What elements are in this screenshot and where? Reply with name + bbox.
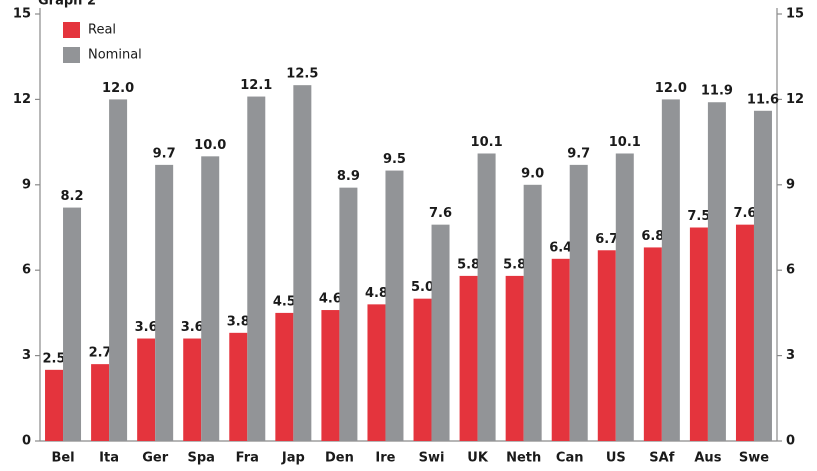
value-label: 9.7 [567,146,590,161]
bar [247,96,266,441]
x-tick-label: US [606,451,626,466]
x-tick-label: Ita [99,451,119,466]
bar [661,99,680,442]
value-label: 5.8 [503,257,526,272]
value-label: 9.7 [153,146,176,161]
value-label: 10.0 [194,138,226,153]
value-label: 7.6 [429,206,452,221]
value-label: 6.4 [549,240,572,255]
value-label: 11.9 [701,84,733,99]
bar [155,164,174,441]
x-tick-label: Jap [281,451,305,466]
chart-title: Graph 2 [38,0,96,9]
bar [137,338,156,441]
bar [523,184,542,442]
x-tick-label: Bel [51,451,74,466]
bar [229,332,248,441]
bar [643,247,662,441]
value-label: 4.6 [319,292,342,307]
bar [45,369,64,441]
value-label: 7.5 [687,209,710,224]
x-tick-label: Swi [419,451,445,466]
bar [91,364,110,441]
x-tick-label: Spa [187,451,214,466]
x-tick-label: Ger [142,451,168,466]
y2-tick-label: 12 [786,92,804,107]
value-label: 12.0 [655,81,687,96]
value-label: 7.6 [733,206,756,221]
value-label: 10.1 [471,135,503,150]
x-tick-label: UK [467,451,489,466]
value-label: 12.0 [102,81,134,96]
bar [367,304,386,441]
legend-swatch [63,22,80,38]
bar [735,224,754,441]
bar [615,153,634,441]
value-label: 2.5 [43,351,66,366]
y2-tick-label: 9 [786,177,795,192]
bar [551,258,570,441]
bar [459,275,478,441]
y-tick-label: 6 [22,263,31,278]
bar [431,224,450,441]
value-label: 3.6 [181,320,204,335]
bar [385,170,404,442]
y-tick-label: 9 [22,177,31,192]
x-tick-label: Swe [739,451,769,466]
value-label: 2.7 [89,346,112,361]
x-tick-label: SAf [649,451,674,466]
y2-tick-label: 15 [786,7,804,22]
y2-tick-label: 3 [786,348,795,363]
value-label: 3.8 [227,314,250,329]
value-label: 5.8 [457,257,480,272]
value-label: 4.8 [365,286,388,301]
y-tick-label: 3 [22,348,31,363]
legend-swatch [63,47,80,63]
bar [293,85,312,442]
x-tick-label: Neth [506,451,541,466]
value-label: 9.5 [383,152,406,167]
value-label: 10.1 [609,135,641,150]
bar [109,99,128,442]
value-label: 11.6 [747,92,779,107]
bar [321,310,340,441]
bar [505,275,524,441]
bar [183,338,202,441]
bar [339,187,358,441]
value-label: 8.2 [61,189,84,204]
x-tick-label: Den [325,451,354,466]
value-label: 12.1 [240,78,272,93]
bar [63,207,82,441]
bar [707,102,726,441]
x-tick-label: Ire [375,451,395,466]
bar [477,153,496,441]
bar [753,110,772,441]
value-label: 12.5 [286,67,318,82]
legend-label: Real [88,23,116,38]
x-tick-label: Fra [236,451,259,466]
bar [275,312,294,441]
value-label: 5.0 [411,280,434,295]
legend-label: Nominal [88,48,142,63]
value-label: 8.9 [337,169,360,184]
value-label: 3.6 [135,320,158,335]
value-label: 6.8 [641,229,664,244]
value-label: 6.7 [595,232,618,247]
y2-tick-label: 0 [786,434,795,449]
bar [597,250,616,441]
bar [689,227,708,441]
y-tick-label: 0 [22,434,31,449]
value-label: 9.0 [521,166,544,181]
y-tick-label: 15 [13,7,31,22]
value-label: 4.5 [273,294,296,309]
bar [201,156,220,442]
x-tick-label: Can [556,451,584,466]
bar [413,298,432,441]
x-tick-label: Aus [694,451,721,466]
y2-tick-label: 6 [786,263,795,278]
y-tick-label: 12 [13,92,31,107]
bar [569,164,588,441]
